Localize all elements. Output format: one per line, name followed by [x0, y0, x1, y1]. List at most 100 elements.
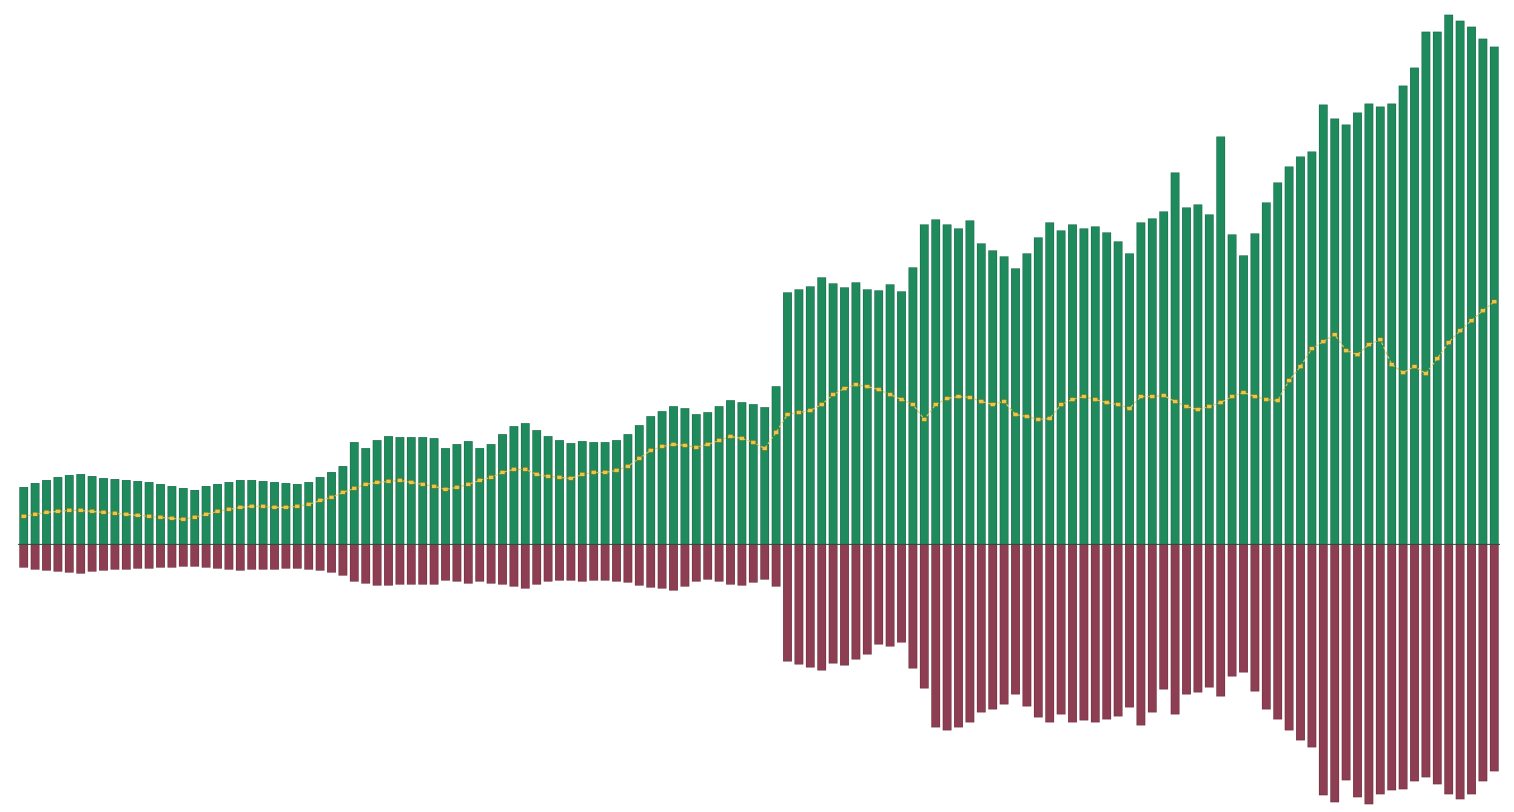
negative-bar [691, 544, 701, 582]
negative-bar [976, 544, 986, 713]
line-point [340, 490, 346, 495]
positive-bar [509, 426, 519, 545]
positive-bar [1444, 14, 1454, 545]
positive-bar [1432, 31, 1442, 545]
negative-bar [1296, 544, 1305, 741]
negative-bar [304, 544, 314, 570]
positive-bar [555, 440, 564, 545]
positive-bar [589, 442, 599, 545]
negative-bar [1341, 544, 1351, 781]
line-point [1388, 362, 1395, 367]
positive-bar [1102, 232, 1112, 545]
positive-bar [1375, 106, 1385, 545]
line-point [1457, 328, 1463, 333]
positive-bar [817, 277, 827, 545]
positive-bar [327, 472, 336, 545]
negative-bar [361, 544, 371, 584]
line-point [1069, 397, 1076, 402]
positive-bar [144, 482, 154, 545]
negative-bar [1489, 544, 1499, 772]
line-point [1491, 299, 1498, 304]
positive-bar [1170, 172, 1180, 545]
negative-bar [235, 544, 245, 571]
line-point [1434, 356, 1441, 361]
negative-bar [30, 544, 40, 570]
positive-bar [1330, 118, 1340, 545]
negative-bar [486, 544, 496, 584]
positive-bar [1467, 26, 1476, 545]
positive-bar [726, 400, 735, 545]
negative-bar [247, 544, 257, 570]
negative-bar [418, 544, 428, 585]
line-point [1195, 407, 1201, 412]
positive-bar [566, 443, 576, 545]
positive-bar [988, 250, 998, 545]
negative-bar [406, 544, 416, 585]
negative-bar [1250, 544, 1260, 692]
positive-bar [133, 481, 143, 545]
negative-bar [1068, 544, 1077, 723]
negative-bar [988, 544, 998, 710]
negative-bar [1398, 544, 1408, 790]
negative-bar [657, 544, 667, 589]
positive-bar [1284, 166, 1294, 545]
negative-bar [942, 544, 952, 731]
positive-bar [965, 220, 975, 545]
negative-bar [190, 544, 200, 567]
negative-bar [110, 544, 120, 570]
line-point [476, 478, 483, 483]
negative-bar [338, 544, 348, 576]
negative-bar [520, 544, 530, 589]
positive-bar [1045, 222, 1055, 545]
negative-bar [566, 544, 576, 581]
positive-bar [178, 488, 188, 545]
line-series-path [23, 301, 1495, 520]
positive-bar [429, 438, 439, 545]
negative-bar [42, 544, 51, 571]
line-point [1366, 342, 1372, 347]
negative-bar [281, 544, 291, 569]
positive-bar [748, 404, 758, 545]
positive-bar [760, 407, 770, 545]
positive-bar [349, 442, 359, 545]
positive-bar [532, 430, 542, 545]
negative-bar [612, 544, 621, 582]
negative-bar [53, 544, 63, 572]
positive-bar [669, 406, 678, 545]
positive-bar [919, 224, 929, 545]
positive-bar [703, 412, 713, 545]
negative-bar [64, 544, 74, 573]
line-point [1354, 352, 1361, 357]
negative-bar [349, 544, 359, 582]
positive-bar [1250, 233, 1260, 545]
negative-bar [771, 544, 781, 587]
positive-bar [213, 484, 222, 545]
negative-bar [1022, 544, 1032, 707]
negative-bar [452, 544, 462, 582]
positive-bar [1216, 136, 1226, 545]
positive-bar [235, 480, 245, 545]
negative-bar [395, 544, 405, 585]
positive-bar [167, 486, 177, 545]
negative-bar [1478, 544, 1488, 782]
line-point [1297, 364, 1304, 369]
negative-bar [965, 544, 975, 723]
positive-bar [1387, 103, 1397, 545]
positive-bar [1273, 182, 1283, 545]
negative-bar [1227, 544, 1237, 677]
negative-bar [372, 544, 382, 586]
negative-bar [862, 544, 872, 655]
positive-bar [1261, 202, 1271, 545]
positive-bar [315, 477, 325, 545]
positive-bar [646, 416, 656, 545]
negative-bar [840, 544, 849, 666]
negative-bar [726, 544, 735, 585]
negative-bar [874, 544, 884, 645]
line-point [841, 386, 848, 391]
positive-bar [292, 484, 302, 545]
positive-bar [931, 219, 941, 545]
negative-bar [783, 544, 792, 662]
positive-bar [372, 440, 382, 545]
line-point [499, 470, 506, 475]
negative-bar [543, 544, 553, 582]
